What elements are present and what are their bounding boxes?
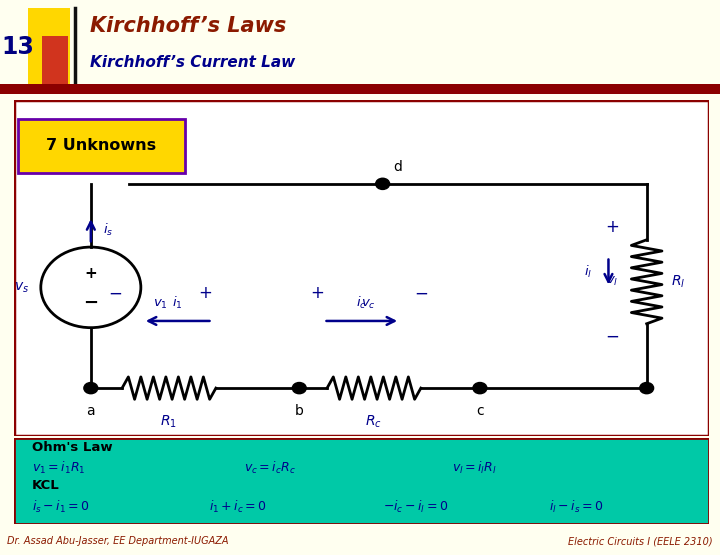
Text: d: d: [393, 160, 402, 174]
Text: $-i_c - i_l = 0$: $-i_c - i_l = 0$: [382, 499, 448, 515]
Text: a: a: [86, 404, 95, 418]
Bar: [28, 8, 70, 87]
Text: $v_c$: $v_c$: [361, 297, 376, 311]
Text: $i_s - i_1 = 0$: $i_s - i_1 = 0$: [32, 499, 89, 515]
Text: −: −: [84, 294, 99, 311]
Text: $R_1$: $R_1$: [161, 413, 177, 430]
Text: +: +: [84, 266, 97, 281]
Text: $-$: $-$: [605, 327, 619, 345]
FancyBboxPatch shape: [18, 119, 184, 173]
Text: $i_1 + i_c = 0$: $i_1 + i_c = 0$: [209, 499, 267, 515]
Text: $i_1$: $i_1$: [172, 295, 183, 311]
Text: 13: 13: [1, 35, 35, 59]
Circle shape: [84, 382, 98, 393]
Text: $+$: $+$: [310, 284, 324, 302]
Text: $v_l$: $v_l$: [606, 275, 618, 289]
Bar: [42, 36, 68, 87]
Text: $-$: $-$: [108, 284, 122, 302]
Text: $+$: $+$: [605, 219, 619, 236]
Text: Ohm's Law: Ohm's Law: [32, 441, 112, 455]
Text: $v_s$: $v_s$: [14, 280, 29, 295]
Circle shape: [292, 382, 306, 393]
Text: $v_1$: $v_1$: [153, 297, 168, 311]
Text: $i_l$: $i_l$: [583, 264, 592, 280]
Text: 7 Unknowns: 7 Unknowns: [46, 138, 156, 153]
Text: Kirchhoff’s Laws: Kirchhoff’s Laws: [90, 16, 287, 36]
Text: $R_c$: $R_c$: [365, 413, 382, 430]
Bar: [0, 84, 720, 94]
Text: Kirchhoff’s Current Law: Kirchhoff’s Current Law: [90, 55, 295, 70]
Text: Electric Circuits I (EELE 2310): Electric Circuits I (EELE 2310): [568, 536, 713, 546]
Text: $+$: $+$: [199, 284, 212, 302]
Text: $i_s$: $i_s$: [104, 222, 114, 238]
Circle shape: [376, 178, 390, 189]
Text: $i_c$: $i_c$: [356, 295, 367, 311]
Text: c: c: [476, 404, 484, 418]
Circle shape: [473, 382, 487, 393]
Text: Dr. Assad Abu-Jasser, EE Department-IUGAZA: Dr. Assad Abu-Jasser, EE Department-IUGA…: [7, 536, 229, 546]
Text: b: b: [294, 404, 304, 418]
Text: $-$: $-$: [414, 284, 428, 302]
Text: $R_l$: $R_l$: [671, 274, 685, 290]
Text: KCL: KCL: [32, 479, 60, 492]
Text: $v_l = i_lR_l$: $v_l = i_lR_l$: [452, 460, 497, 476]
Text: $v_1 = i_1R_1$: $v_1 = i_1R_1$: [32, 460, 85, 476]
Text: $v_c = i_cR_c$: $v_c = i_cR_c$: [243, 460, 296, 476]
Circle shape: [640, 382, 654, 393]
Text: $i_l - i_s = 0$: $i_l - i_s = 0$: [549, 499, 604, 515]
